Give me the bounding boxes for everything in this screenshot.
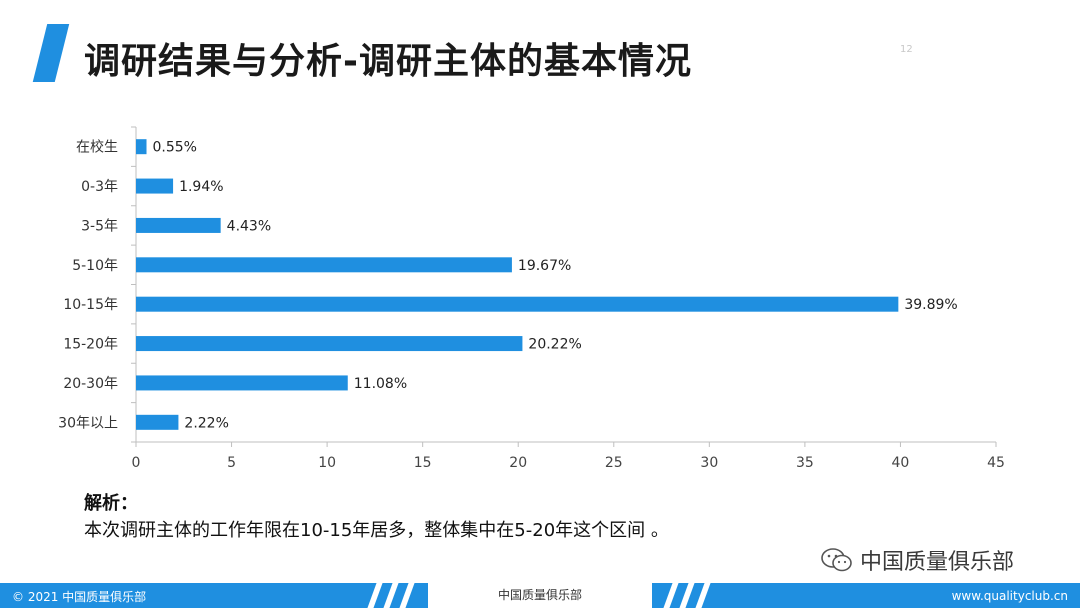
y-tick-label: 0-3年 bbox=[81, 179, 118, 195]
x-tick-label: 30 bbox=[700, 455, 718, 471]
bar-chart: 在校生 0.55% 0-3年 1.94% 3-5年 4.43% 5-10年 19.67% 10-… bbox=[58, 126, 1005, 471]
x-tick-label: 40 bbox=[892, 455, 910, 471]
footer-stripe bbox=[679, 583, 695, 608]
page-title: 调研结果与分析-调研主体的基本情况 bbox=[84, 41, 692, 82]
x-tick-label: 20 bbox=[509, 455, 527, 471]
brand-watermark: 中国质量俱乐部 bbox=[820, 544, 1014, 576]
x-tick-label: 25 bbox=[605, 455, 623, 471]
y-tick-label: 20-30年 bbox=[63, 376, 118, 392]
data-label: 0.55% bbox=[153, 140, 197, 156]
bar bbox=[136, 178, 174, 194]
y-tick-label: 5-10年 bbox=[72, 258, 118, 274]
y-tick-label: 10-15年 bbox=[63, 297, 118, 313]
wechat-icon bbox=[821, 548, 852, 572]
data-label: 19.67% bbox=[518, 258, 571, 274]
bar bbox=[136, 257, 512, 273]
y-tick-label: 15-20年 bbox=[63, 337, 118, 353]
bar bbox=[136, 296, 899, 312]
footer-bar: © 2021 中国质量俱乐部 中国质量俱乐部 www.qualityclub.c… bbox=[0, 583, 1080, 608]
analysis-heading: 解析： bbox=[84, 493, 138, 514]
y-tick-label: 3-5年 bbox=[81, 218, 118, 234]
footer-stripe bbox=[367, 583, 383, 608]
data-label: 2.22% bbox=[184, 415, 228, 431]
x-tick-label: 45 bbox=[987, 455, 1005, 471]
y-tick-label: 30年以上 bbox=[58, 415, 118, 431]
footer-stripe bbox=[383, 583, 399, 608]
bar bbox=[136, 336, 523, 352]
bar bbox=[136, 139, 147, 155]
bar bbox=[136, 375, 348, 391]
footer-stripe bbox=[663, 583, 679, 608]
analysis-block: 解析： 本次调研主体的工作年限在10-15年居多，整体集中在5-20年这个区间 … bbox=[84, 490, 669, 544]
data-label: 4.43% bbox=[227, 218, 271, 234]
footer-stripe bbox=[399, 583, 415, 608]
bar bbox=[136, 414, 179, 430]
footer-copyright: © 2021 中国质量俱乐部 bbox=[12, 590, 147, 604]
x-tick-label: 35 bbox=[796, 455, 814, 471]
x-tick-label: 15 bbox=[414, 455, 432, 471]
footer-url: www.qualityclub.cn bbox=[951, 589, 1068, 603]
data-label: 11.08% bbox=[354, 376, 407, 392]
x-tick-label: 5 bbox=[227, 455, 236, 471]
data-label: 20.22% bbox=[528, 337, 581, 353]
x-tick-label: 0 bbox=[132, 455, 141, 471]
y-tick-label: 在校生 bbox=[76, 139, 118, 156]
x-tick-label: 10 bbox=[318, 455, 336, 471]
bar bbox=[136, 217, 221, 233]
analysis-text: 本次调研主体的工作年限在10-15年居多，整体集中在5-20年这个区间 。 bbox=[84, 520, 669, 541]
data-label: 1.94% bbox=[179, 179, 223, 195]
page-number: 12 bbox=[900, 44, 913, 55]
data-label: 39.89% bbox=[904, 297, 957, 313]
brand-name: 中国质量俱乐部 bbox=[860, 550, 1015, 575]
footer-center-label: 中国质量俱乐部 bbox=[428, 583, 652, 608]
footer-stripe bbox=[695, 583, 711, 608]
